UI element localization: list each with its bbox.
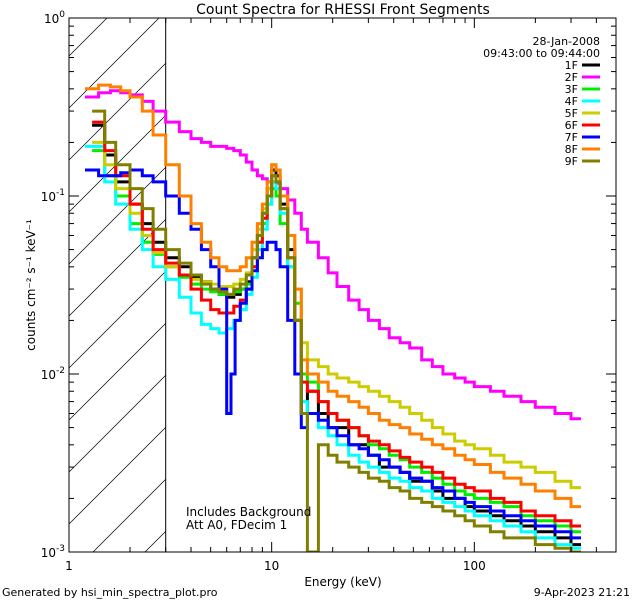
legend-label-5F: 5F xyxy=(565,107,578,120)
series-line-9F xyxy=(92,109,581,552)
hatch-line xyxy=(69,166,166,265)
x-tick-label: 1 xyxy=(65,559,73,573)
chart-title: Count Spectra for RHESSI Front Segments xyxy=(196,2,490,18)
y-axis-label: counts cm⁻² s⁻¹ keV⁻¹ xyxy=(24,219,38,351)
timestamp-footer: 9-Apr-2023 21:21 xyxy=(534,586,630,599)
x-tick-label: 10 xyxy=(264,559,279,573)
legend-label-6F: 6F xyxy=(565,119,578,132)
x-axis-label: Energy (keV) xyxy=(304,575,381,589)
hatch-line xyxy=(69,18,108,57)
series-group xyxy=(85,83,581,552)
hatch-line xyxy=(69,18,160,109)
hatch-line xyxy=(69,426,166,525)
excluded-energy-region xyxy=(69,18,167,552)
hatch-line xyxy=(69,374,166,473)
y-tick-label: 10-3 xyxy=(41,544,65,560)
legend-label-8F: 8F xyxy=(565,143,578,156)
hatch-line xyxy=(69,218,166,317)
observation-date: 28-Jan-2008 xyxy=(533,35,601,48)
series-line-2F xyxy=(85,89,581,421)
note-line-2: Att A0, FDecim 1 xyxy=(186,518,287,532)
note-line-1: Includes Background xyxy=(186,505,311,519)
generated-by-footer: Generated by hsi_min_spectra_plot.pro xyxy=(2,586,218,599)
plot-frame xyxy=(68,17,617,553)
axes: 1 10 100 10-3 10-2 10-1 100 xyxy=(41,10,617,573)
legend-label-3F: 3F xyxy=(565,83,578,96)
y-tick-label: 100 xyxy=(44,10,65,26)
legend-label-9F: 9F xyxy=(565,155,578,168)
legend-label-2F: 2F xyxy=(565,71,578,84)
legend-label-7F: 7F xyxy=(565,131,578,144)
y-tick-label: 10-1 xyxy=(41,188,65,204)
y-tick-label: 10-2 xyxy=(41,366,65,382)
x-tick-label: 100 xyxy=(463,559,486,573)
legend-label-4F: 4F xyxy=(565,95,578,108)
legend-label-1F: 1F xyxy=(565,59,578,72)
observation-time-range: 09:43:00 to 09:44:00 xyxy=(483,47,600,60)
